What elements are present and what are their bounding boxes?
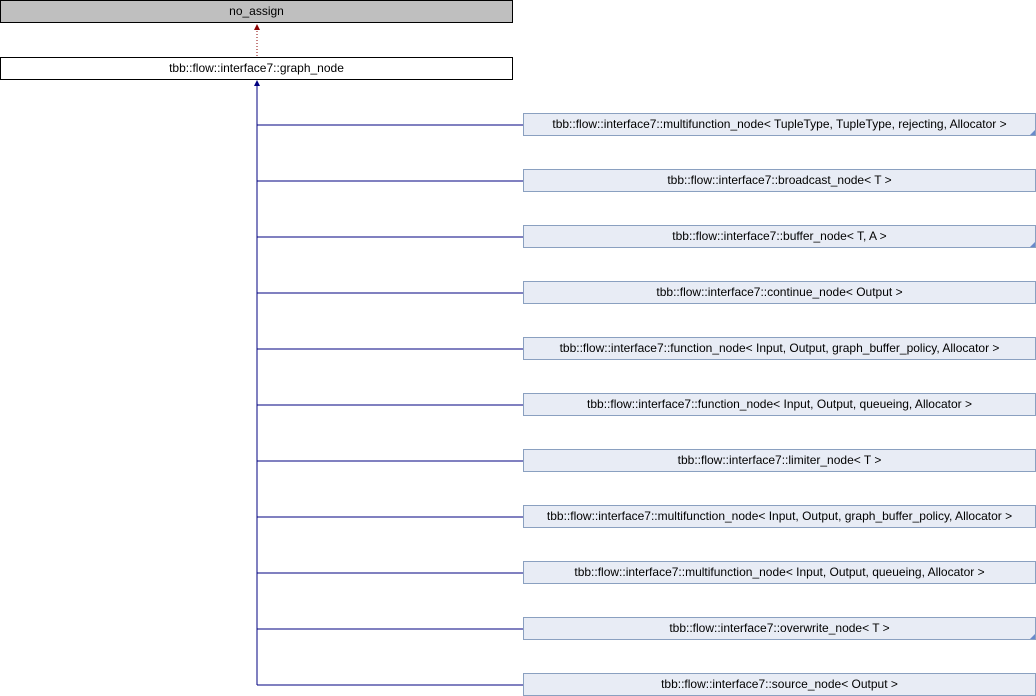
derived-class-node[interactable]: tbb::flow::interface7::multifunction_nod…: [523, 113, 1036, 136]
class-label: tbb::flow::interface7::limiter_node< T >: [677, 453, 882, 467]
class-label: tbb::flow::interface7::broadcast_node< T…: [667, 173, 892, 187]
inheritance-arrow: [254, 80, 260, 86]
class-label: tbb::flow::interface7::continue_node< Ou…: [656, 285, 903, 299]
class-label: tbb::flow::interface7::function_node< In…: [587, 397, 972, 411]
more-derived-corner-icon: [1030, 634, 1035, 639]
class-label: tbb::flow::interface7::multifunction_nod…: [552, 117, 1007, 131]
derived-class-node[interactable]: tbb::flow::interface7::broadcast_node< T…: [523, 169, 1036, 192]
class-label: tbb::flow::interface7::buffer_node< T, A…: [672, 229, 887, 243]
more-derived-corner-icon: [1030, 242, 1035, 247]
derived-class-node[interactable]: tbb::flow::interface7::overwrite_node< T…: [523, 617, 1036, 640]
private-inheritance-arrow: [254, 24, 260, 30]
class-label: tbb::flow::interface7::multifunction_nod…: [574, 565, 985, 579]
derived-class-node[interactable]: tbb::flow::interface7::multifunction_nod…: [523, 505, 1036, 528]
class-graph-node[interactable]: tbb::flow::interface7::graph_node: [0, 57, 513, 80]
derived-class-node[interactable]: tbb::flow::interface7::continue_node< Ou…: [523, 281, 1036, 304]
derived-class-node[interactable]: tbb::flow::interface7::buffer_node< T, A…: [523, 225, 1036, 248]
derived-class-node[interactable]: tbb::flow::interface7::limiter_node< T >: [523, 449, 1036, 472]
more-derived-corner-icon: [1030, 130, 1035, 135]
derived-class-node[interactable]: tbb::flow::interface7::function_node< In…: [523, 337, 1036, 360]
class-no-assign[interactable]: no_assign: [0, 0, 513, 23]
class-label: tbb::flow::interface7::overwrite_node< T…: [669, 621, 890, 635]
class-label: tbb::flow::interface7::source_node< Outp…: [661, 677, 898, 691]
class-label: tbb::flow::interface7::function_node< In…: [559, 341, 1000, 355]
derived-class-node[interactable]: tbb::flow::interface7::source_node< Outp…: [523, 673, 1036, 696]
derived-class-node[interactable]: tbb::flow::interface7::function_node< In…: [523, 393, 1036, 416]
class-label: tbb::flow::interface7::multifunction_nod…: [546, 509, 1013, 523]
derived-class-node[interactable]: tbb::flow::interface7::multifunction_nod…: [523, 561, 1036, 584]
